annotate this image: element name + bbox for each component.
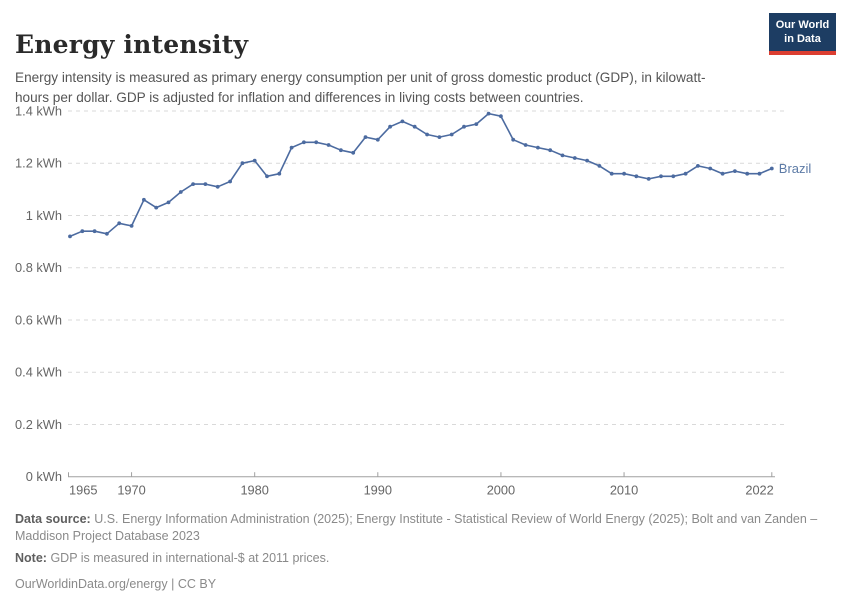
data-point — [142, 197, 146, 202]
data-point — [265, 174, 269, 179]
data-point — [289, 145, 294, 150]
data-point — [375, 137, 380, 142]
note-text: GDP is measured in international-$ at 20… — [50, 551, 330, 565]
x-tick-label: 1980 — [240, 483, 268, 498]
x-tick-label: 2000 — [487, 483, 515, 498]
owid-logo-line1: Our World — [775, 19, 830, 31]
series-label: Brazil — [779, 161, 812, 176]
page-title: Energy intensity — [15, 29, 249, 59]
data-point — [400, 119, 405, 124]
data-point — [474, 122, 479, 126]
data-point — [277, 171, 282, 176]
data-point — [68, 234, 72, 239]
data-point — [191, 182, 196, 187]
credit-line: OurWorldinData.org/energy | CC BY — [15, 576, 837, 593]
credit-license: | CC BY — [171, 577, 217, 591]
y-tick-label: 0.4 kWh — [15, 365, 62, 380]
data-point — [203, 182, 208, 187]
credit-link[interactable]: OurWorldinData.org/energy — [15, 577, 168, 591]
data-point — [523, 143, 528, 147]
data-point — [154, 205, 159, 210]
data-point — [326, 143, 331, 147]
data-point — [178, 190, 183, 194]
data-point — [659, 174, 663, 179]
data-point — [339, 148, 343, 153]
data-point — [646, 177, 651, 181]
x-tick-label: 2022 — [745, 483, 773, 498]
data-point — [80, 229, 85, 234]
data-point — [363, 135, 368, 140]
chart-footer: Data source: U.S. Energy Information Adm… — [15, 511, 837, 598]
data-point — [166, 200, 171, 205]
data-point — [683, 171, 688, 176]
chart-subtitle: Energy intensity is measured as primary … — [15, 69, 706, 105]
data-point — [499, 114, 503, 119]
data-point — [215, 184, 220, 189]
data-point — [720, 171, 725, 176]
x-tick-label: 2010 — [610, 483, 638, 498]
data-point — [105, 231, 109, 236]
data-source-line: Data source: U.S. Energy Information Adm… — [15, 511, 837, 545]
x-tick-label: 1990 — [364, 483, 392, 498]
y-tick-label: 0 kWh — [26, 469, 62, 484]
data-point — [597, 164, 602, 168]
y-tick-label: 1.2 kWh — [15, 156, 62, 171]
owid-logo[interactable]: Our World in Data — [769, 13, 836, 55]
data-point — [733, 169, 737, 174]
note-line: Note: GDP is measured in international-$… — [15, 550, 837, 567]
data-point — [412, 124, 417, 129]
y-tick-label: 1 kWh — [26, 208, 62, 223]
data-point — [425, 132, 429, 137]
data-point — [388, 124, 392, 129]
x-tick-label: 1970 — [117, 483, 145, 498]
data-point — [634, 174, 639, 179]
data-point — [252, 158, 257, 163]
y-tick-label: 0.2 kWh — [15, 417, 62, 432]
data-point — [696, 164, 700, 168]
data-point — [351, 150, 356, 155]
data-point — [117, 221, 122, 226]
data-point — [560, 153, 565, 158]
data-point — [622, 171, 626, 176]
data-point — [228, 179, 233, 184]
data-point — [129, 224, 134, 228]
series-line — [69, 112, 773, 238]
data-point — [572, 156, 577, 160]
data-point — [511, 137, 516, 142]
data-point — [486, 111, 491, 116]
data-point — [769, 166, 774, 171]
data-point — [548, 148, 553, 153]
y-tick-label: 0.8 kWh — [15, 260, 62, 275]
data-point — [609, 171, 614, 176]
data-point — [536, 145, 540, 150]
data-point — [708, 166, 713, 171]
data-source-text: U.S. Energy Information Administration (… — [15, 512, 818, 543]
note-label: Note: — [15, 551, 47, 565]
data-point — [757, 171, 762, 176]
y-tick-label: 1.4 kWh — [15, 104, 62, 119]
data-point — [745, 171, 750, 176]
data-point — [314, 140, 319, 145]
data-point — [240, 161, 245, 166]
data-point — [437, 135, 442, 140]
data-source-label: Data source: — [15, 512, 91, 526]
data-point — [462, 124, 466, 129]
data-point — [449, 132, 454, 137]
data-point — [585, 158, 589, 163]
data-point — [671, 174, 676, 179]
owid-logo-line2: in Data — [784, 33, 821, 46]
y-tick-label: 0.6 kWh — [15, 312, 62, 327]
data-point — [92, 229, 97, 234]
x-tick-label: 1965 — [69, 483, 97, 498]
data-point — [302, 140, 306, 145]
